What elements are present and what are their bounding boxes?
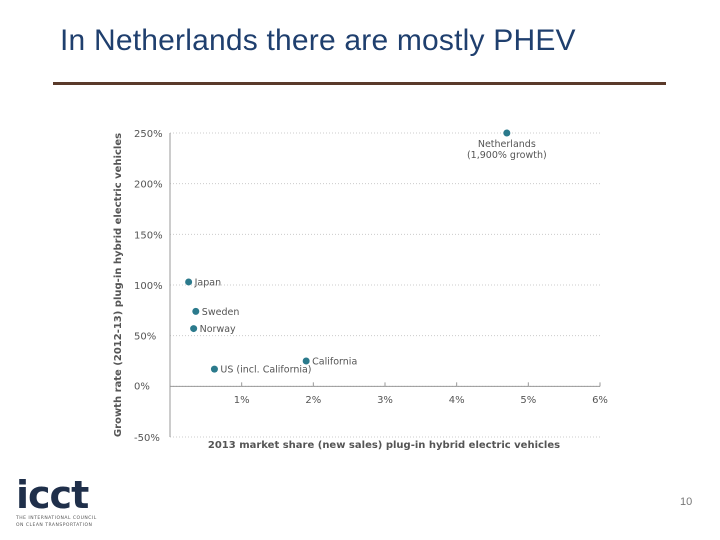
data-point [185, 278, 193, 286]
y-tick-label: 0% [134, 381, 150, 392]
gridlines [170, 132, 600, 438]
logo-tagline-2: ON CLEAN TRANSPORTATION [16, 523, 93, 528]
x-tick-label: 2% [305, 395, 321, 406]
x-tick-label: 6% [592, 395, 608, 406]
data-point [192, 307, 200, 315]
y-axis-title: Growth rate (2012-13) plug-in hybrid ele… [113, 133, 124, 437]
data-point [302, 357, 310, 365]
y-tick-label: -50% [134, 433, 160, 444]
logo-tagline-1: THE INTERNATIONAL COUNCIL [16, 516, 97, 521]
x-tick-label: 5% [520, 395, 536, 406]
y-tick-label: 250% [134, 129, 163, 140]
point-label: Sweden [202, 307, 240, 318]
point-sublabel: (1,900% growth) [467, 150, 547, 161]
title-divider [53, 82, 666, 85]
y-tick-label: 200% [134, 180, 163, 191]
y-tick-label: 150% [134, 230, 163, 241]
x-tick-label: 4% [449, 395, 465, 406]
x-axis-title: 2013 market share (new sales) plug-in hy… [208, 440, 560, 451]
slide-title: In Netherlands there are mostly PHEV [60, 24, 576, 57]
x-tick-label: 3% [377, 395, 393, 406]
data-point [190, 325, 198, 333]
tick-labels: 250% 200% 150% 100% 50% 0% -50% 1% 2% 3% 4% 5% 6% [134, 129, 608, 444]
point-label: US (incl. California) [220, 365, 311, 376]
y-tick-label: 100% [134, 281, 163, 292]
page-number: 10 [680, 496, 693, 508]
y-tick-label: 50% [134, 332, 156, 343]
logo-wordmark: icct [16, 473, 89, 517]
data-point [503, 129, 511, 137]
point-label: Norway [200, 324, 236, 335]
axes [169, 133, 601, 437]
point-label: Japan [194, 277, 222, 288]
icct-logo: icct THE INTERNATIONAL COUNCIL ON CLEAN … [16, 473, 97, 528]
data-point [210, 365, 218, 373]
point-label: Netherlands [478, 139, 536, 150]
data-points: Netherlands(1,900% growth) Japan Sweden Nor… [185, 129, 547, 376]
point-label: California [312, 357, 357, 368]
x-tick-label: 1% [234, 395, 250, 406]
